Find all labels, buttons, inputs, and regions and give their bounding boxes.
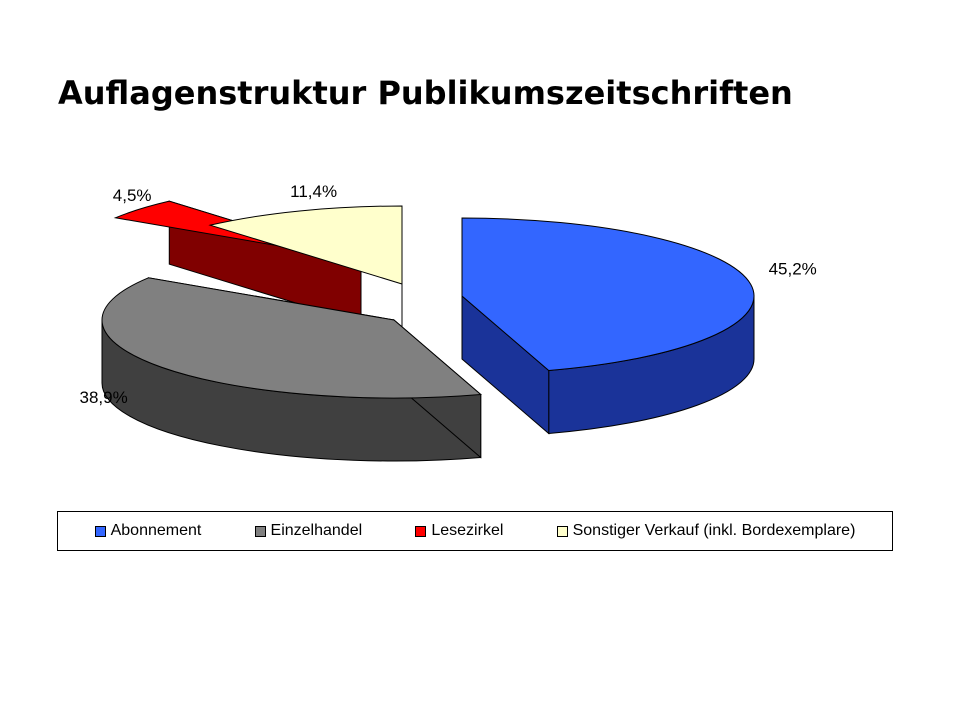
legend-item-einzelhandel: Einzelhandel [254, 522, 363, 540]
chart-title: Auflagenstruktur Publikumszeitschriften [58, 74, 793, 112]
chart-legend: Abonnement Einzelhandel Lesezirkel Sonst… [57, 511, 893, 551]
legend-swatch-sonstiger-verkauf [556, 525, 568, 537]
legend-swatch-einzelhandel [254, 525, 266, 537]
legend-label-lesezirkel: Lesezirkel [431, 522, 504, 539]
slice-einzelhandel [101, 277, 482, 399]
data-label-lesezirkel: 4,5% [113, 186, 152, 205]
data-label-einzelhandel: 38,9% [79, 388, 127, 407]
pie-data-labels: 45,2% 38,9% 4,5% 11,4% [79, 182, 816, 407]
legend-item-abonnement: Abonnement [94, 522, 202, 540]
slice-abonnement [461, 217, 755, 371]
legend-item-sonstiger-verkauf: Sonstiger Verkauf (inkl. Bordexemplare) [556, 522, 856, 540]
slice-sonstiger-verkauf-inkl-bordexemplare [208, 205, 403, 285]
data-label-abonnement: 45,2% [769, 259, 817, 278]
legend-swatch-lesezirkel [415, 525, 427, 537]
legend-label-abonnement: Abonnement [110, 522, 202, 539]
pie-chart: 45,2% 38,9% 4,5% 11,4% [79, 182, 817, 462]
pie-slice-tops [101, 200, 755, 399]
legend-label-sonstiger-verkauf: Sonstiger Verkauf (inkl. Bordexemplare) [572, 522, 856, 539]
legend-item-lesezirkel: Lesezirkel [415, 522, 503, 540]
legend-label-einzelhandel: Einzelhandel [270, 522, 363, 539]
data-label-sonstiger-verkauf-inkl-bordexemplare: 11,4% [290, 182, 337, 201]
legend-swatch-abonnement [94, 525, 106, 537]
